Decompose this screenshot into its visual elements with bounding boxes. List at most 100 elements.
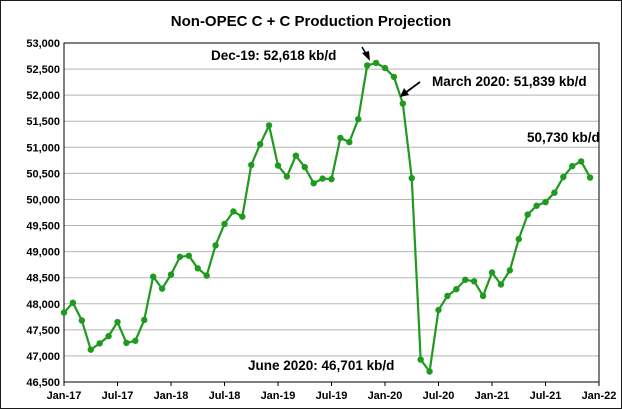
data-point	[551, 189, 558, 196]
y-tick-label: 49,000	[26, 247, 60, 259]
annotation-march-2020: March 2020: 51,839 kb/d	[432, 74, 587, 89]
data-point	[569, 162, 576, 170]
data-point	[560, 173, 567, 181]
data-point	[506, 267, 514, 274]
data-point	[497, 281, 505, 288]
data-point	[132, 337, 139, 344]
data-point	[346, 138, 353, 146]
y-tick-label: 53,000	[26, 38, 60, 50]
data-point	[167, 271, 175, 278]
data-point	[479, 292, 487, 300]
data-point	[265, 122, 273, 129]
data-point	[123, 339, 130, 347]
data-point	[230, 208, 237, 215]
x-tick-label: Jan-20	[368, 390, 403, 402]
data-point	[453, 285, 460, 293]
data-point	[194, 265, 201, 272]
data-point	[363, 62, 371, 69]
data-point	[248, 161, 255, 169]
data-point	[542, 198, 549, 206]
data-point	[355, 115, 362, 123]
data-point	[408, 174, 415, 182]
data-point	[292, 152, 300, 159]
data-point	[212, 242, 219, 249]
y-tick-label: 52,000	[26, 90, 60, 102]
data-point	[462, 276, 469, 283]
data-point	[399, 100, 407, 107]
arrow-dec-19-head	[362, 51, 370, 61]
y-tick-label: 52,500	[26, 64, 60, 76]
y-tick-label: 49,500	[26, 221, 60, 233]
data-point	[417, 356, 424, 363]
x-tick-label: Jul-21	[530, 390, 562, 402]
data-point	[470, 278, 478, 285]
plot-area	[63, 42, 600, 383]
data-point	[283, 173, 291, 180]
x-tick-label: Jan-18	[154, 390, 189, 402]
data-point	[149, 273, 157, 280]
chart-title: Non-OPEC C + C Production Projection	[171, 13, 451, 30]
data-point	[221, 220, 228, 228]
data-point	[444, 292, 451, 300]
x-tick-label: Jul-20	[423, 390, 455, 402]
data-point	[426, 368, 433, 375]
data-point	[337, 134, 344, 142]
data-point	[488, 269, 496, 276]
x-tick-label: Jan-22	[582, 390, 617, 402]
x-tick-label: Jan-21	[475, 390, 510, 402]
arrow-march-2020-shaft	[404, 81, 421, 94]
data-point	[435, 306, 442, 314]
data-point	[105, 332, 112, 340]
data-point	[586, 174, 594, 181]
y-tick-label: 48,500	[26, 273, 60, 285]
x-axis-ticks: Jan-17 Jul-17 Jan-18 Jul-18 Jan-19 Jul-19 Jan-…	[47, 382, 617, 402]
data-point	[301, 163, 308, 171]
data-point	[96, 340, 103, 347]
gridlines	[64, 42, 599, 383]
y-tick-label: 51,500	[26, 116, 60, 128]
y-tick-label: 50,000	[26, 194, 60, 206]
data-point	[185, 252, 193, 259]
y-tick-label: 51,000	[26, 142, 60, 154]
series-line	[63, 61, 592, 373]
annotation-june-2020: June 2020: 46,701 kb/d	[248, 358, 394, 373]
x-tick-label: Jul-18	[209, 390, 241, 402]
x-tick-label: Jul-17	[102, 390, 134, 402]
data-point	[319, 175, 326, 182]
annotation-latest: 50,730 kb/d	[527, 130, 600, 145]
y-tick-label: 48,000	[26, 299, 60, 311]
data-point	[274, 162, 282, 169]
data-point	[310, 180, 317, 187]
data-point	[87, 346, 94, 353]
arrow-march-2020-head	[400, 88, 409, 97]
data-point	[203, 272, 210, 279]
data-point	[372, 59, 380, 67]
x-tick-label: Jan-19	[261, 390, 296, 402]
y-axis-ticks: 53,000 52,500 52,000 51,500 51,000 50,500 50,0…	[26, 38, 60, 389]
data-point	[69, 299, 77, 306]
series-production	[60, 59, 594, 375]
y-tick-label: 47,000	[26, 351, 60, 363]
data-point	[60, 309, 68, 316]
data-point	[176, 253, 184, 261]
y-tick-label: 47,500	[26, 325, 60, 337]
data-point	[114, 318, 121, 326]
data-point	[239, 213, 246, 220]
data-point	[390, 73, 398, 81]
data-point	[328, 175, 335, 183]
data-point	[78, 317, 86, 324]
annotation-dec-19: Dec-19: 52,618 kb/d	[211, 48, 336, 63]
data-point	[381, 64, 389, 72]
data-point	[577, 158, 585, 165]
data-point	[515, 235, 522, 243]
data-point	[141, 316, 148, 324]
data-point	[158, 285, 166, 292]
x-tick-label: Jul-19	[316, 390, 348, 402]
data-point	[256, 140, 264, 148]
y-tick-label: 46,500	[26, 377, 60, 389]
data-point	[533, 202, 540, 209]
data-point	[524, 211, 531, 218]
y-tick-label: 50,500	[26, 168, 60, 180]
x-tick-label: Jan-17	[47, 390, 82, 402]
